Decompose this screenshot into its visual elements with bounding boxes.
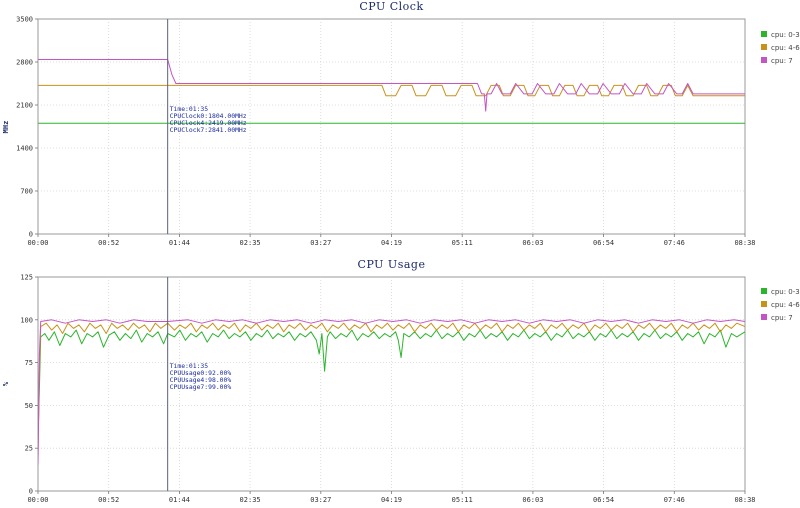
legend-label: cpu: 7 [771, 314, 793, 322]
legend-swatch [761, 31, 767, 37]
series-line-2 [38, 59, 745, 112]
x-tick-label: 06:54 [593, 496, 614, 504]
y-tick-label: 2800 [16, 59, 33, 67]
legend-label: cpu: 4-6 [771, 301, 800, 309]
series-group [38, 59, 745, 124]
y-axis-label: MHz [2, 121, 10, 134]
legend-swatch [761, 57, 767, 63]
x-tick-label: 00:00 [27, 239, 48, 247]
x-tick-label: 03:27 [310, 239, 331, 247]
plot-area [37, 276, 746, 492]
chart-title: CPU Clock [359, 0, 423, 13]
y-tick-label: 2100 [16, 102, 33, 110]
y-tick-label: 25 [25, 445, 33, 453]
y-tick-label: 0 [29, 488, 33, 496]
series-line-1 [38, 84, 745, 97]
series-line-1 [38, 322, 745, 457]
x-tick-label: 00:52 [98, 239, 119, 247]
x-tick-label: 00:52 [98, 496, 119, 504]
cursor-tooltip-line: Time:01:35 [170, 105, 209, 113]
x-tick-label: 06:54 [593, 239, 614, 247]
legend-label: cpu: 4-6 [771, 44, 800, 52]
series-group [38, 319, 745, 466]
cursor-tooltip-line: CPUUsage0:92.00% [170, 369, 232, 377]
y-tick-label: 3500 [16, 16, 33, 24]
x-tick-label: 00:00 [27, 496, 48, 504]
x-tick-label: 05:11 [452, 496, 473, 504]
x-tick-label: 08:38 [734, 239, 755, 247]
legend-swatch [761, 44, 767, 50]
y-tick-label: 700 [20, 188, 33, 196]
x-tick-label: 01:44 [169, 496, 190, 504]
cursor-tooltip-line: CPUUsage7:99.00% [170, 383, 232, 391]
y-axis-label: % [2, 381, 10, 386]
cursor-tooltip-line: CPUClock4:2419.00MHz [170, 119, 247, 127]
cursor-tooltip-line: CPUClock0:1804.00MHz [170, 112, 247, 120]
x-tick-label: 04:19 [381, 239, 402, 247]
legend-swatch [761, 288, 767, 294]
x-tick-label: 04:19 [381, 496, 402, 504]
series-line-0 [38, 329, 745, 440]
cursor-tooltip-line: Time:01:35 [170, 362, 209, 370]
x-tick-label: 08:38 [734, 496, 755, 504]
y-tick-label: 0 [29, 231, 33, 239]
chart-0: CPU Clock 0 700 1400 2100 2800 3500 00:00 00:52 0… [2, 0, 800, 247]
x-tick-label: 01:44 [169, 239, 190, 247]
x-tick-label: 07:46 [664, 496, 685, 504]
x-tick-label: 05:11 [452, 239, 473, 247]
series-line-2 [38, 319, 745, 466]
cursor-tooltip-line: CPUClock7:2841.00MHz [170, 126, 247, 134]
legend-swatch [761, 301, 767, 307]
plot-area [37, 18, 746, 235]
x-tick-label: 03:27 [310, 496, 331, 504]
x-tick-label: 07:46 [664, 239, 685, 247]
x-tick-label: 02:35 [240, 496, 261, 504]
y-tick-label: 100 [20, 316, 33, 324]
y-tick-label: 75 [25, 359, 33, 367]
x-tick-label: 02:35 [240, 239, 261, 247]
y-tick-label: 50 [25, 402, 33, 410]
y-tick-label: 125 [20, 274, 33, 282]
legend-swatch [761, 314, 767, 320]
x-tick-label: 06:03 [522, 239, 543, 247]
y-tick-label: 1400 [16, 145, 33, 153]
chart-1: CPU Usage 0 25 50 75 100 125 00:00 00:52 01:44 02:… [2, 258, 800, 504]
legend-label: cpu: 7 [771, 57, 793, 65]
legend-label: cpu: 0-3 [771, 31, 800, 39]
chart-title: CPU Usage [358, 258, 426, 271]
x-tick-label: 06:03 [522, 496, 543, 504]
cursor-tooltip-line: CPUUsage4:98.00% [170, 376, 232, 384]
legend-label: cpu: 0-3 [771, 288, 800, 296]
